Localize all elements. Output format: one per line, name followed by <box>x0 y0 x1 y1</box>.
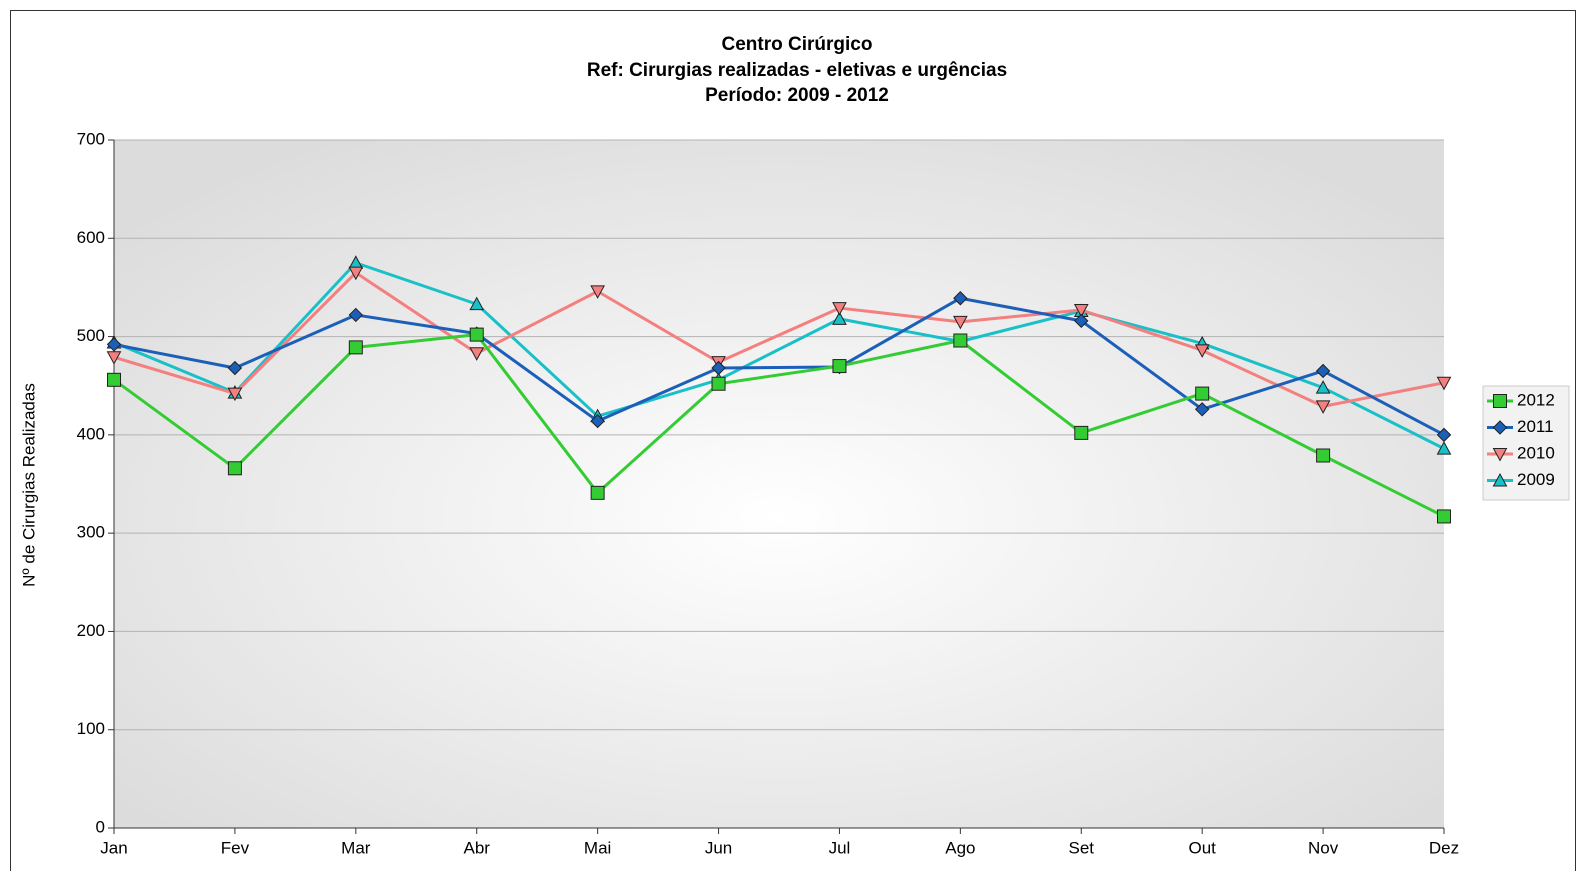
marker <box>107 372 121 387</box>
y-tick-label: 400 <box>77 424 105 443</box>
series-line <box>113 271 1445 408</box>
marker <box>590 485 605 500</box>
marker <box>1315 380 1331 394</box>
marker <box>1074 313 1089 329</box>
marker <box>227 360 243 376</box>
legend-label: 2012 <box>1517 390 1555 409</box>
marker <box>348 340 363 355</box>
legend-label: 2011 <box>1517 417 1554 436</box>
x-tick-label: Nov <box>1308 838 1339 857</box>
marker <box>227 387 243 402</box>
marker <box>1492 472 1508 487</box>
marker <box>1437 509 1451 524</box>
marker <box>106 337 122 352</box>
chart-subtitle: Período: 2009 - 2012 <box>705 85 889 106</box>
marker <box>469 347 485 361</box>
marker <box>711 360 726 376</box>
marker <box>953 315 968 330</box>
x-tick-label: Mai <box>584 838 611 857</box>
marker <box>1493 394 1507 408</box>
marker <box>348 307 364 323</box>
y-tick-label: 700 <box>77 129 105 148</box>
x-tick-label: Ago <box>945 838 975 857</box>
y-tick-label: 0 <box>96 817 105 836</box>
x-tick-label: Mar <box>341 838 371 857</box>
x-tick-label: Out <box>1188 838 1216 857</box>
marker <box>832 359 847 374</box>
marker <box>1492 448 1508 462</box>
x-tick-label: Abr <box>463 838 490 857</box>
chart-subtitle: Ref: Cirurgias realizadas - eletivas e u… <box>587 60 1007 81</box>
marker <box>953 291 968 306</box>
marker <box>1316 448 1331 463</box>
x-tick-label: Jun <box>705 838 732 857</box>
marker <box>1315 363 1331 379</box>
marker <box>1492 420 1508 435</box>
y-tick-label: 300 <box>77 523 105 542</box>
marker <box>1073 304 1089 318</box>
y-tick-label: 500 <box>77 326 105 345</box>
legend-label: 2009 <box>1517 470 1555 489</box>
marker <box>1195 386 1210 401</box>
marker <box>832 302 847 316</box>
marker <box>1436 376 1452 391</box>
marker <box>1074 425 1089 440</box>
marker <box>711 376 726 391</box>
marker <box>469 327 484 342</box>
marker <box>1436 441 1452 455</box>
y-tick-label: 100 <box>77 719 105 738</box>
marker <box>227 461 242 476</box>
marker <box>1436 427 1452 443</box>
marker <box>1315 400 1331 414</box>
marker <box>348 266 364 281</box>
x-tick-label: Jan <box>100 838 127 857</box>
x-tick-label: Set <box>1069 838 1095 857</box>
marker <box>832 311 847 325</box>
marker <box>1194 402 1210 417</box>
marker <box>590 413 605 429</box>
x-tick-label: Dez <box>1429 838 1459 857</box>
plot-area <box>114 140 1444 828</box>
y-tick-label: 600 <box>77 228 105 247</box>
series-line <box>113 261 1445 450</box>
chart-title: Centro Cirúrgico <box>722 34 873 55</box>
marker <box>106 351 122 365</box>
x-tick-label: Jul <box>829 838 851 857</box>
legend-label: 2010 <box>1517 443 1555 462</box>
marker <box>590 285 605 299</box>
y-tick-label: 200 <box>77 621 105 640</box>
series-line <box>113 333 1445 518</box>
marker <box>1194 344 1210 358</box>
x-tick-label: Fev <box>221 838 250 857</box>
y-axis-label: Nº de Cirurgias Realizadas <box>19 383 38 587</box>
marker <box>469 296 485 311</box>
marker <box>953 333 968 348</box>
